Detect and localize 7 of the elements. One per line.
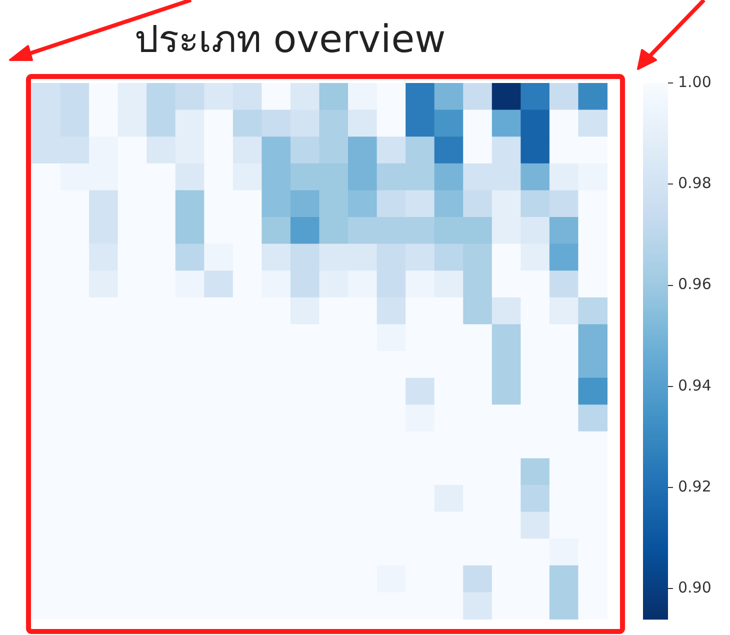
color-bar-label: 1.00 <box>678 72 712 91</box>
color-bar-label: 0.92 <box>678 477 712 496</box>
color-bar-label: 0.98 <box>678 174 712 192</box>
color-bar-label: 0.94 <box>678 376 712 394</box>
color-bar-label: 0.96 <box>678 275 712 294</box>
color-bar-label: 0.90 <box>678 578 712 597</box>
chart-title: ประเภท overview <box>133 16 447 63</box>
